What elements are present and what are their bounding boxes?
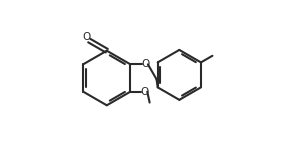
Text: O: O bbox=[140, 87, 148, 97]
Text: O: O bbox=[82, 32, 90, 42]
Text: O: O bbox=[141, 59, 149, 69]
